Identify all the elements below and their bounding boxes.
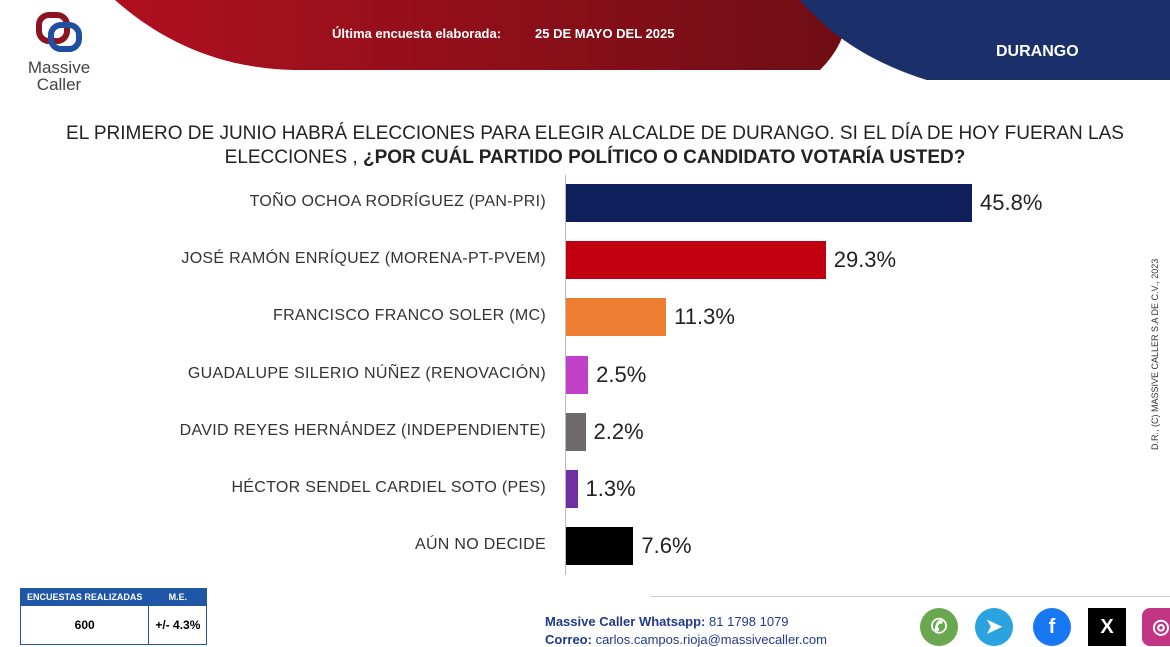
stats-table: ENCUESTAS REALIZADAS M.E. 600 +/- 4.3% — [19, 588, 208, 645]
survey-date: 25 DE MAYO DEL 2025 — [535, 26, 675, 41]
whatsapp-label: Massive Caller Whatsapp: — [545, 614, 706, 629]
bar — [566, 241, 826, 280]
bar — [566, 184, 972, 222]
category-label: JOSÉ RAMÓN ENRÍQUEZ (MORENA-PT-PVEM) — [181, 250, 546, 268]
value-label: 7.6% — [641, 533, 692, 559]
email-address[interactable]: carlos.campos.rioja@massivecaller.com — [595, 632, 827, 647]
region-label: DURANGO — [996, 43, 1079, 60]
value-label: 45.8% — [980, 190, 1043, 215]
logo: Massive Caller — [20, 12, 98, 93]
question-emphasis: ¿POR CUÁL PARTIDO POLÍTICO O CANDIDATO V… — [362, 147, 966, 168]
email-label: Correo: — [545, 632, 592, 647]
bar — [566, 298, 667, 337]
category-label: TOÑO OCHOA RODRÍGUEZ (PAN-PRI) — [249, 193, 546, 210]
question-text: EL PRIMERO DE JUNIO HABRÁ ELECCIONES PAR… — [66, 123, 1124, 168]
bar — [566, 470, 578, 508]
category-label: HÉCTOR SENDEL CARDIEL SOTO (PES) — [231, 479, 546, 496]
whatsapp-icon[interactable]: ✆ — [920, 608, 958, 646]
bar — [566, 527, 634, 566]
survey-date-label: Última encuesta elaborada: — [332, 26, 502, 41]
email-contact: Correo: carlos.campos.rioja@massivecalle… — [545, 632, 827, 647]
bar — [566, 355, 589, 394]
whatsapp-number: 81 1798 1079 — [709, 614, 789, 629]
copyright: D.R., (C) MASSIVE CALLER S.A DE C.V., 20… — [1150, 258, 1160, 450]
category-label: DAVID REYES HERNÁNDEZ (INDEPENDIENTE) — [179, 421, 546, 439]
value-label: 2.5% — [596, 361, 647, 387]
facebook-icon[interactable]: f — [1033, 608, 1071, 646]
value-label: 1.3% — [585, 476, 636, 501]
category-label: AÚN NO DECIDE — [414, 536, 546, 554]
telegram-icon[interactable]: ➤ — [975, 608, 1013, 646]
category-label: FRANCISCO FRANCO SOLER (MC) — [273, 307, 546, 325]
x-icon[interactable]: X — [1088, 608, 1126, 646]
logo-icon — [36, 12, 82, 52]
footer-divider — [650, 596, 1170, 597]
stats-surveys: 600 — [19, 605, 150, 645]
value-label: 29.3% — [833, 247, 897, 273]
header-banner — [115, 0, 1170, 80]
value-label: 11.3% — [674, 304, 735, 330]
bar — [566, 412, 586, 451]
question-title: EL PRIMERO DE JUNIO HABRÁ ELECCIONES PAR… — [40, 122, 1150, 170]
stats-header-surveys: ENCUESTAS REALIZADAS — [19, 588, 150, 606]
whatsapp-contact: Massive Caller Whatsapp: 81 1798 1079 — [545, 614, 789, 629]
value-label: 2.2% — [593, 418, 644, 444]
logo-text: Massive Caller — [27, 58, 91, 94]
chart-axis — [565, 175, 566, 575]
category-label: GUADALUPE SILERIO NÚÑEZ (RENOVACIÓN) — [187, 364, 546, 382]
stats-header-me: M.E. — [148, 588, 208, 606]
instagram-icon[interactable]: ◎ — [1142, 608, 1170, 646]
